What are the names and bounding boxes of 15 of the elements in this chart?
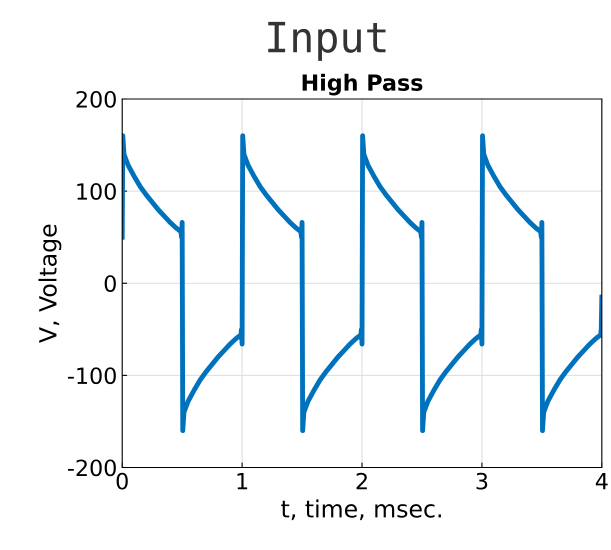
- y-tick-label: 0: [104, 275, 116, 292]
- y-tick-label: 100: [77, 183, 116, 200]
- chart-subtitle: High Pass: [302, 74, 422, 96]
- y-axis-title: V, Voltage: [38, 224, 62, 343]
- y-tick-label: 200: [76, 90, 116, 108]
- x-tick-label: 1: [237, 473, 248, 490]
- chart-title: Input: [268, 22, 386, 61]
- x-tick-label: 4: [596, 473, 608, 490]
- x-tick-label: 2: [356, 472, 367, 490]
- line-series: [122, 133, 602, 434]
- y-tick-label: -200: [68, 459, 116, 476]
- x-tick-label: 3: [476, 472, 488, 490]
- y-tick-label: -100: [68, 367, 116, 384]
- x-axis-title: t, time, msec.: [281, 499, 441, 520]
- x-tick-label: 0: [116, 472, 128, 490]
